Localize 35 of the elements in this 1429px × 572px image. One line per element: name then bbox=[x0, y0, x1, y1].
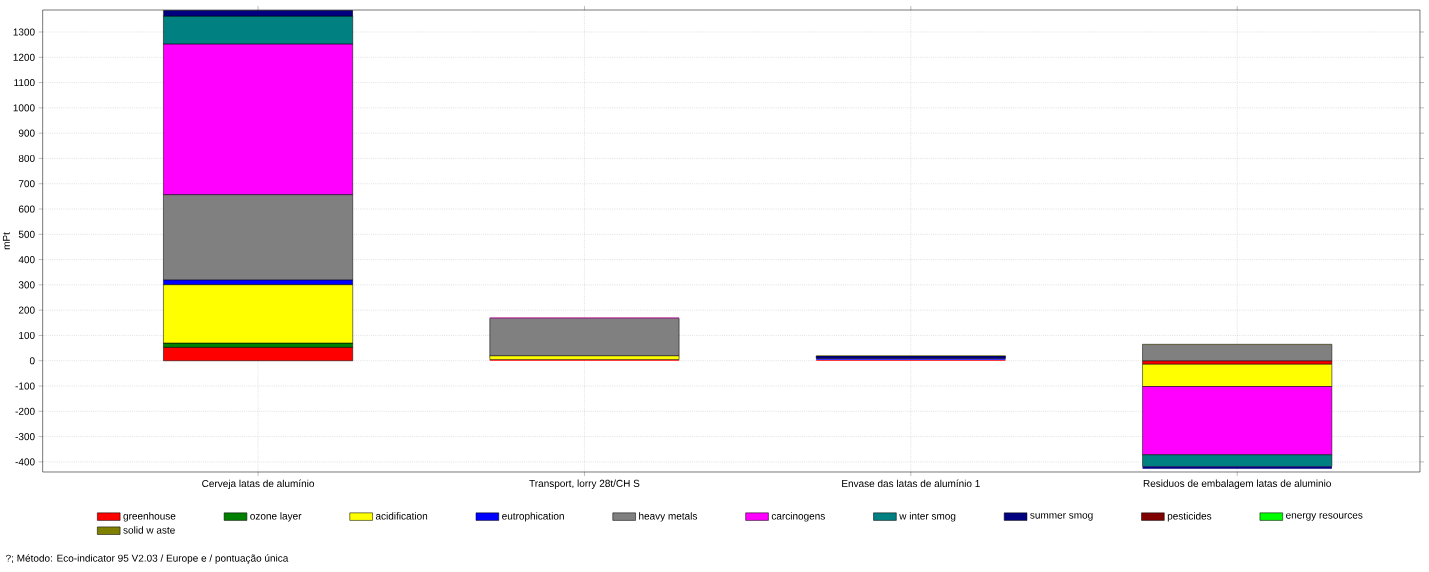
x-tick-label: Envase das latas de alumínio 1 bbox=[842, 479, 980, 488]
y-tick-label: 800 bbox=[18, 154, 35, 162]
legend-label: carcinogens bbox=[771, 512, 825, 522]
legend-label: acidification bbox=[375, 512, 428, 520]
legend-label: summer smog bbox=[1030, 513, 1093, 521]
y-tick-label: 900 bbox=[18, 129, 35, 137]
legend-label: w inter smog bbox=[899, 512, 956, 522]
legend-label: greenhouse bbox=[123, 512, 176, 522]
y-tick-label: 0 bbox=[29, 357, 35, 365]
y-tick-label: 1300 bbox=[13, 28, 35, 36]
y-tick-label: -300 bbox=[15, 433, 35, 441]
y-tick-label: 600 bbox=[18, 205, 35, 213]
y-tick-label: 300 bbox=[18, 281, 35, 289]
y-tick-label: 200 bbox=[18, 306, 35, 314]
y-tick-label: -100 bbox=[15, 382, 35, 390]
y-tick-label: 1000 bbox=[13, 104, 35, 112]
legend-label: pesticides bbox=[1167, 512, 1212, 522]
text: ?; Método: Eco-indicator 95 V2.03 / Europe e / pontuação única bbox=[6, 554, 289, 564]
legend-label: solid w aste bbox=[123, 526, 175, 534]
x-tick-label: Residuos de embalagem latas de aluminio bbox=[1143, 479, 1331, 489]
y-tick-label: 1100 bbox=[14, 79, 35, 87]
y-tick-label: -200 bbox=[15, 407, 35, 415]
y-tick-label: 500 bbox=[18, 230, 35, 238]
y-tick-label: 100 bbox=[19, 331, 35, 339]
y-axis-title: mPt bbox=[2, 232, 10, 250]
y-tick-label: 1200 bbox=[13, 53, 35, 61]
y-tick-label: 400 bbox=[18, 256, 35, 264]
legend-label: eutrophication bbox=[502, 512, 564, 522]
y-tick-label: 700 bbox=[18, 180, 35, 188]
legend-label: ozone layer bbox=[250, 512, 302, 522]
legend-label: heavy metals bbox=[639, 512, 698, 522]
x-tick-label: Transport, lorry 28t/CH S bbox=[529, 479, 640, 489]
y-tick-label: -400 bbox=[15, 458, 35, 466]
x-tick-label: Cerveja latas de alumínio bbox=[202, 479, 315, 490]
legend-label: energy resources bbox=[1286, 513, 1363, 521]
